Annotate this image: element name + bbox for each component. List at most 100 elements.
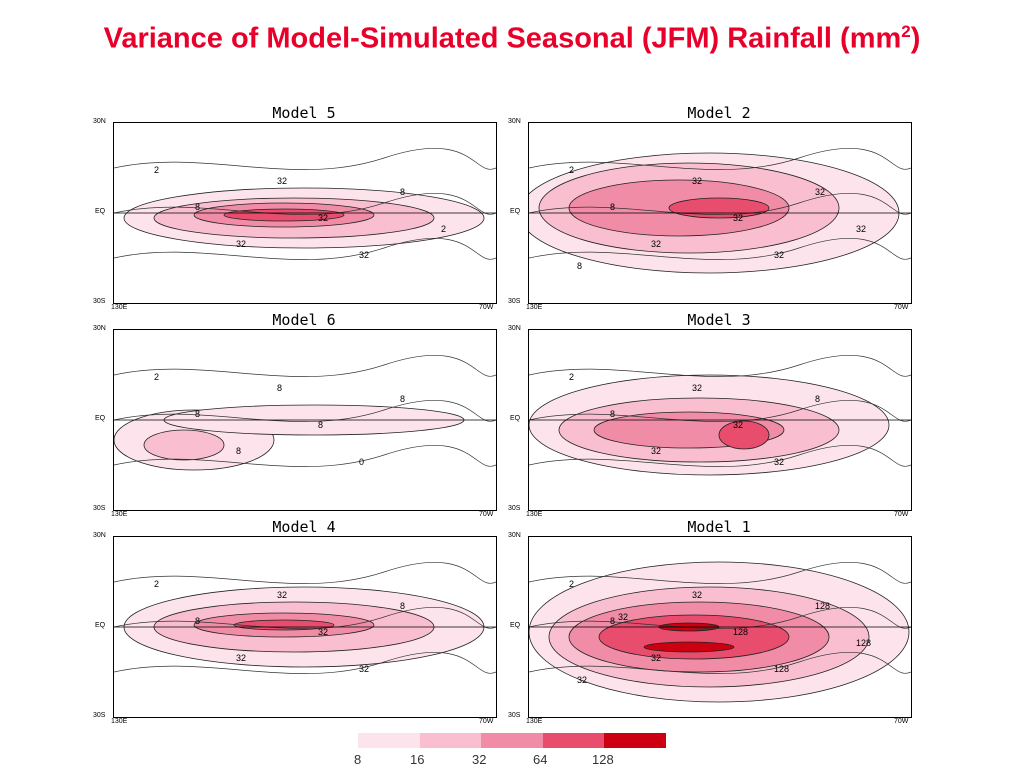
contour-map: 2 8 32 32 32 32 8 [113,536,497,718]
contour-label: 8 [400,187,405,197]
contour-line [114,445,496,467]
contour-label: 32 [692,176,702,186]
contour-label: 8 [277,383,282,393]
legend-swatch-1 [358,733,420,748]
contour-line [529,193,911,215]
contour-map: 2 8 8 8 8 0 8 [113,329,497,511]
contour-label: 8 [195,409,200,419]
rain-contour [718,420,770,450]
contour-label: 8 [195,616,200,626]
contour-label: 8 [610,202,615,212]
contour-label: 32 [318,627,328,637]
legend-label-32: 32 [472,752,487,767]
legend-swatch-4 [542,733,605,748]
contour-label: 8 [400,394,405,404]
contour-line [114,562,496,584]
contour-label: 128 [733,627,748,637]
contour-label: 2 [569,372,574,382]
contour-line [529,355,911,377]
contour-line [114,652,496,674]
contour-line [114,238,496,260]
axis-tick-label: 130E [111,511,128,518]
rain-contour [668,197,770,219]
legend-label-16: 16 [410,752,425,767]
contour-map: 2 8 32 32 32 32 32 32 8 [528,122,912,304]
legend-label-64: 64 [533,752,548,767]
axis-tick-label: 30S [508,298,521,305]
axis-tick-label: 30S [93,298,106,305]
axis-tick-label: 70W [894,304,909,311]
contour-label: 32 [692,590,702,600]
axis-tick-label: 30N [508,325,521,332]
contour-label: 8 [318,420,323,430]
axis-tick-label: EQ [510,415,521,422]
axis-tick-label: 30N [93,325,106,332]
axis-tick-label: 30N [508,532,521,539]
contour-line [529,400,911,422]
contour-label: 8 [236,446,241,456]
rain-contour [233,619,335,631]
contour-label: 32 [815,187,825,197]
contour-line [114,355,496,377]
contour-label: 32 [236,653,246,663]
contour-label: 32 [359,664,369,674]
axis-tick-label: 30S [508,505,521,512]
contour-label: 2 [154,372,159,382]
contour-label: 2 [441,224,446,234]
contour-label: 128 [856,638,871,648]
axis-tick-label: 30S [93,712,106,719]
legend-swatch-3 [481,733,543,748]
contour-line [529,238,911,260]
contour-label: 32 [651,446,661,456]
panel-title: Model 1 [687,518,751,536]
legend-swatch-5 [604,733,666,748]
axis-tick-label: EQ [95,415,106,422]
axis-tick-label: EQ [95,622,106,629]
contour-label: 32 [733,213,743,223]
contour-label: 0 [359,457,364,467]
axis-tick-label: 30N [508,118,521,125]
color-legend [358,733,666,748]
contour-label: 32 [692,383,702,393]
contour-label: 128 [815,601,830,611]
contour-line [114,193,496,215]
axis-tick-label: EQ [95,208,106,215]
contour-label: 2 [154,579,159,589]
contour-label: 8 [610,616,615,626]
axis-tick-label: 30S [93,505,106,512]
contour-line [529,148,911,170]
axis-tick-label: 30N [93,532,106,539]
rain-contour [643,641,735,653]
contour-label: 32 [774,250,784,260]
contour-label: 32 [733,420,743,430]
contour-label: 2 [154,165,159,175]
contour-map: 2 8 32 32 32 32 8 2 [113,122,497,304]
rain-contour [143,429,225,461]
contour-map: 2 8 32 32 32 32 8 [528,329,912,511]
contour-label: 2 [569,165,574,175]
contour-label: 32 [236,239,246,249]
axis-tick-label: 130E [111,304,128,311]
contour-label: 32 [856,224,866,234]
page-title: Variance of Model-Simulated Seasonal (JF… [103,22,921,55]
axis-tick-label: 130E [526,718,543,725]
contour-label: 32 [618,612,628,622]
contour-line [529,607,911,629]
contour-label: 32 [318,213,328,223]
contour-line [114,607,496,629]
contour-label: 32 [359,250,369,260]
axis-tick-label: 30N [93,118,106,125]
contour-label: 2 [569,579,574,589]
contour-label: 32 [651,239,661,249]
contour-label: 32 [277,590,287,600]
axis-tick-label: 30S [508,712,521,719]
contour-line [529,562,911,584]
contour-map: 2 8 32 32 128 128 128 128 32 32 [528,536,912,718]
axis-tick-label: 130E [526,304,543,311]
contour-label: 8 [610,409,615,419]
contour-label: 8 [577,261,582,271]
contour-line [114,400,496,422]
contour-line [114,148,496,170]
axis-tick-label: 130E [111,718,128,725]
axis-tick-label: 130E [526,511,543,518]
